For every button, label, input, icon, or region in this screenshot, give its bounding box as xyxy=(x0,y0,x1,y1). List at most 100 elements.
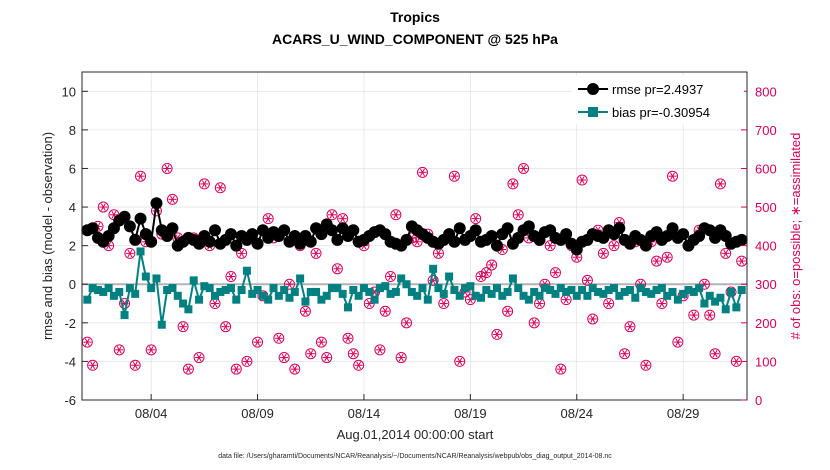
obs-count-point xyxy=(337,213,349,225)
rmse-point xyxy=(86,222,99,235)
bias-point xyxy=(663,291,672,300)
obs-assimilated-marker xyxy=(318,338,324,346)
rmse-point xyxy=(485,230,498,242)
obs-count-point xyxy=(209,298,221,310)
bias-point xyxy=(647,289,656,298)
bias-point xyxy=(365,287,374,296)
obs-assimilated-marker xyxy=(664,253,670,261)
bias-point xyxy=(508,274,517,283)
obs-count-point xyxy=(97,201,109,213)
bias-point xyxy=(737,286,746,295)
obs-assimilated-marker xyxy=(292,365,298,373)
bias-point xyxy=(519,291,528,300)
bias-point xyxy=(450,286,459,295)
obs-count-point xyxy=(225,271,237,283)
right-tick-label: 400 xyxy=(755,239,777,254)
rmse-point xyxy=(501,222,514,235)
x-axis-label: Aug.01,2014 00:00:00 start xyxy=(337,427,494,442)
obs-assimilated-marker xyxy=(457,357,463,366)
obs-possible-marker xyxy=(326,209,338,221)
bias-point xyxy=(423,295,432,304)
series-layer xyxy=(81,162,748,375)
rmse-point xyxy=(150,197,163,210)
obs-count-point xyxy=(502,305,514,317)
obs-count-point xyxy=(135,170,147,182)
obs-possible-marker xyxy=(390,209,402,221)
bias-point xyxy=(216,287,225,296)
obs-count-point xyxy=(603,298,615,310)
obs-assimilated-marker xyxy=(244,357,250,366)
x-tick-label: 08/04 xyxy=(135,406,168,421)
obs-possible-marker xyxy=(603,298,615,310)
bias-point xyxy=(695,284,704,293)
obs-possible-marker xyxy=(624,321,636,333)
bias-point xyxy=(641,287,650,296)
obs-count-point xyxy=(379,305,391,317)
obs-count-point xyxy=(640,359,652,371)
obs-possible-marker xyxy=(310,247,322,259)
obs-count-point xyxy=(305,348,317,360)
obs-count-point xyxy=(161,162,173,174)
left-tick-label: 4 xyxy=(69,200,76,215)
obs-count-point xyxy=(560,294,572,306)
obs-assimilated-marker xyxy=(478,272,484,281)
x-tick-label: 08/29 xyxy=(667,406,700,421)
obs-assimilated-marker xyxy=(313,249,319,258)
obs-possible-marker xyxy=(305,348,317,360)
obs-possible-marker xyxy=(581,274,593,286)
obs-possible-marker xyxy=(283,278,295,290)
rmse-point xyxy=(166,222,179,235)
rmse-point xyxy=(613,222,626,235)
obs-assimilated-marker xyxy=(547,241,553,250)
obs-count-point xyxy=(661,251,673,263)
rmse-point xyxy=(118,210,131,223)
obs-assimilated-marker xyxy=(398,353,404,362)
bias-point xyxy=(184,305,193,314)
obs-count-point xyxy=(220,321,232,333)
bias-point xyxy=(492,284,501,293)
obs-possible-marker xyxy=(448,170,460,182)
obs-assimilated-marker xyxy=(106,241,112,250)
obs-assimilated-marker xyxy=(281,353,287,362)
obs-assimilated-marker xyxy=(201,180,207,188)
obs-count-point xyxy=(273,332,285,344)
rmse-point xyxy=(134,212,147,225)
obs-possible-marker xyxy=(225,271,237,283)
obs-assimilated-marker xyxy=(185,365,191,373)
bias-point xyxy=(524,295,533,304)
y-axis-label: rmse and bias (model - observation) xyxy=(40,132,55,340)
obs-count-point xyxy=(518,162,530,174)
rmse-point xyxy=(315,228,328,241)
obs-count-point xyxy=(278,352,290,364)
bias-point xyxy=(205,284,214,293)
obs-count-point xyxy=(709,348,721,360)
bias-point xyxy=(269,284,278,293)
obs-count-point xyxy=(720,247,732,259)
obs-possible-marker xyxy=(379,305,391,317)
bias-point xyxy=(471,291,480,300)
obs-possible-marker xyxy=(470,213,482,225)
obs-count-point xyxy=(198,178,210,190)
obs-count-point xyxy=(597,247,609,259)
bias-point xyxy=(147,284,156,293)
obs-assimilated-marker xyxy=(228,272,234,281)
right-tick-label: 500 xyxy=(755,200,777,215)
obs-count-point xyxy=(587,313,599,325)
obs-assimilated-marker xyxy=(505,307,511,315)
obs-possible-marker xyxy=(220,321,232,333)
right-tick-label: 300 xyxy=(755,277,777,292)
bias-point xyxy=(636,284,645,293)
bias-point xyxy=(567,286,576,295)
obs-possible-marker xyxy=(640,359,652,371)
obs-assimilated-marker xyxy=(510,180,516,188)
obs-assimilated-marker xyxy=(499,245,505,254)
obs-count-point xyxy=(736,255,748,267)
obs-assimilated-marker xyxy=(563,295,569,304)
bias-point xyxy=(99,287,108,296)
left-tick-label: -2 xyxy=(64,316,76,331)
obs-count-point xyxy=(512,209,524,221)
obs-possible-marker xyxy=(113,344,125,356)
obs-possible-marker xyxy=(518,162,530,174)
obs-count-point xyxy=(416,166,428,178)
obs-count-point xyxy=(470,213,482,225)
